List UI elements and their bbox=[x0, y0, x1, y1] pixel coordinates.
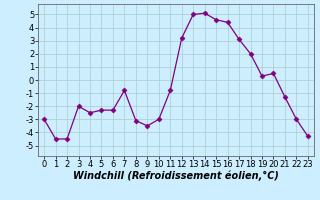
X-axis label: Windchill (Refroidissement éolien,°C): Windchill (Refroidissement éolien,°C) bbox=[73, 171, 279, 181]
